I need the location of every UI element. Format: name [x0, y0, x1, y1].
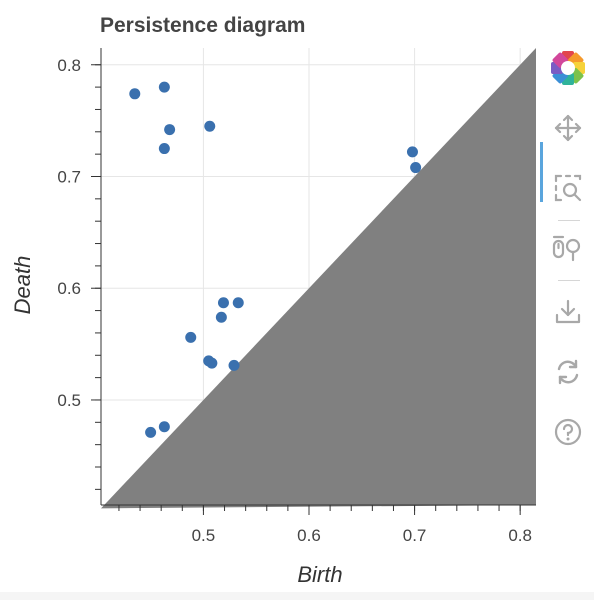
help-tool[interactable] [546, 410, 590, 454]
x-tick-label: 0.5 [192, 526, 216, 545]
active-tool-indicator [540, 142, 543, 202]
reset-icon [557, 359, 579, 385]
y-tick-label: 0.8 [57, 56, 81, 75]
box-zoom-tool[interactable] [546, 166, 590, 210]
toolbar-divider [558, 280, 580, 281]
toolbar-divider [558, 220, 580, 221]
page-footer-strip [0, 592, 594, 600]
bokeh-logo[interactable] [546, 46, 590, 90]
y-axis-label: Death [10, 256, 35, 315]
reset-tool[interactable] [546, 350, 590, 394]
persistence-plot[interactable]: Persistence diagram 0.5 0.6 0.7 0.8 0.50.60… [0, 0, 540, 600]
scatter-point [145, 426, 157, 438]
scatter-point [228, 359, 240, 371]
pan-tool[interactable] [546, 106, 590, 150]
scatter-point [406, 146, 418, 158]
y-axis: 0.5 0.6 0.7 0.8 [57, 48, 102, 505]
scatter-point [158, 421, 170, 433]
x-tick-label: 0.6 [297, 526, 321, 545]
scatter-point [410, 162, 422, 174]
plot-toolbar [540, 44, 594, 464]
save-icon [555, 299, 581, 324]
x-axis-label: Birth [297, 562, 342, 587]
scatter-point [217, 297, 229, 309]
scatter-point [206, 357, 218, 369]
scatter-point [232, 297, 244, 309]
x-tick-label: 0.7 [403, 526, 427, 545]
help-icon [554, 418, 582, 446]
scatter-point [215, 311, 227, 323]
scatter-point [158, 81, 170, 93]
wheel-zoom-tool[interactable] [546, 226, 590, 270]
pan-icon [554, 114, 582, 142]
scatter-point [185, 331, 197, 343]
scatter-point [158, 143, 170, 155]
y-tick-label: 0.5 [57, 391, 81, 410]
y-tick-label: 0.6 [57, 279, 81, 298]
scatter-point [164, 124, 176, 136]
scatter-point [129, 88, 141, 100]
scatter-point [204, 120, 216, 132]
diagonal-region [101, 48, 536, 509]
save-tool[interactable] [546, 290, 590, 334]
wheel-zoom-icon [552, 235, 581, 262]
x-axis: 0.5 0.6 0.7 0.8 [101, 504, 536, 545]
x-tick-label: 0.8 [508, 526, 532, 545]
y-tick-label: 0.7 [57, 167, 81, 186]
bokeh-logo-icon [551, 51, 585, 85]
data-points [129, 81, 422, 438]
box-zoom-icon [554, 174, 582, 202]
chart-title: Persistence diagram [100, 14, 305, 37]
